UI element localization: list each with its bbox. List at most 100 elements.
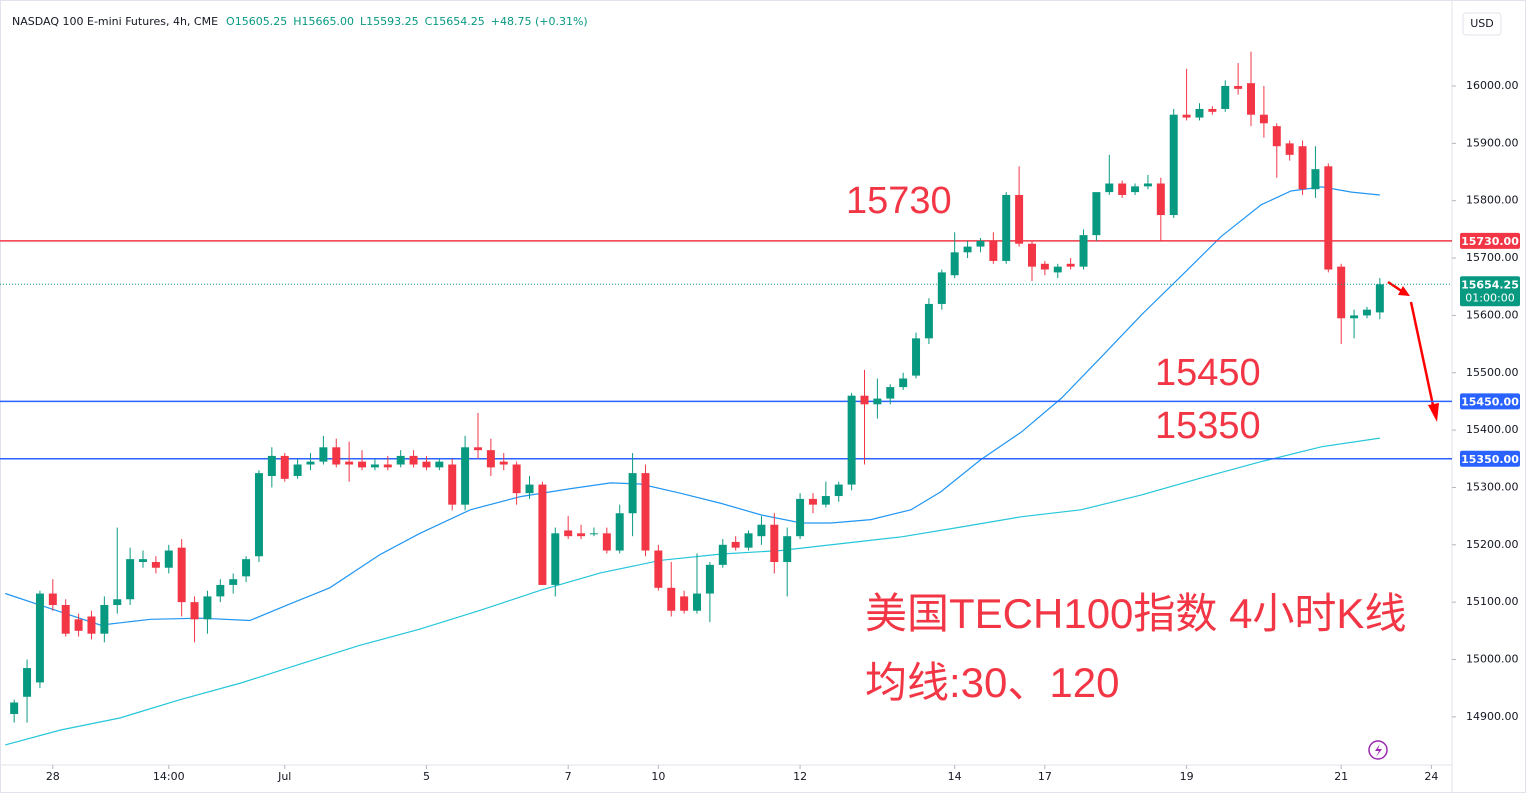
y-tick-label: 15900.00	[1466, 136, 1519, 149]
arrow	[1387, 280, 1439, 422]
y-tick-label: 15000.00	[1466, 652, 1519, 665]
moving-average	[5, 437, 1380, 746]
candle-body	[1027, 243, 1036, 267]
candle-body	[602, 533, 611, 551]
x-tick-label: 12	[793, 770, 807, 783]
candle-body	[461, 447, 470, 505]
x-tick-label: 21	[1334, 770, 1348, 783]
candle-body	[87, 616, 96, 634]
candle-body	[74, 619, 83, 631]
candle-body	[899, 378, 908, 388]
candle-body	[203, 596, 212, 620]
candle-body	[1053, 266, 1062, 273]
level-tag	[1460, 450, 1520, 467]
level-label: 15350.00	[1461, 453, 1519, 466]
countdown: 01:00:00	[1465, 291, 1514, 304]
candle-body	[177, 547, 186, 603]
candle-body	[1350, 315, 1359, 319]
candle-body	[293, 464, 302, 476]
currency: USD	[1470, 17, 1494, 30]
candle-body	[1015, 194, 1024, 244]
candle-body	[705, 564, 714, 594]
moving-average	[5, 186, 1380, 626]
candle-body	[100, 605, 109, 634]
candle-body	[435, 461, 444, 468]
candle-body	[564, 530, 573, 537]
annotation: 15730	[846, 180, 952, 222]
candle-body	[1272, 126, 1281, 147]
candle-body	[628, 473, 637, 514]
candle-body	[1169, 114, 1178, 216]
candle-body	[1324, 166, 1333, 270]
level-label: 15730.00	[1461, 235, 1519, 248]
candle-body	[396, 455, 405, 465]
candle-body	[1195, 108, 1204, 118]
annotation: 15450	[1155, 352, 1261, 394]
y-tick-label: 15300.00	[1466, 480, 1519, 493]
currency-button[interactable]	[1462, 12, 1502, 36]
candle-body	[190, 602, 199, 620]
candle-body	[1002, 194, 1011, 261]
candle-body	[886, 387, 895, 399]
candle-body	[538, 484, 547, 585]
candle-body	[473, 447, 482, 451]
candle-body	[976, 240, 985, 247]
level-label: 15450.00	[1461, 395, 1519, 408]
candle-body	[23, 668, 32, 697]
candle-body	[525, 484, 534, 494]
candle-body	[1182, 114, 1191, 118]
candle-body	[1105, 183, 1114, 193]
x-tick-label: 7	[565, 770, 572, 783]
candle-body	[680, 596, 689, 611]
candle-body	[873, 398, 882, 405]
annotation: 15350	[1155, 405, 1261, 447]
candle-body	[254, 473, 263, 557]
candle-body	[1311, 169, 1320, 190]
candle-body	[280, 455, 289, 479]
candle-body	[693, 593, 702, 611]
candle-body	[912, 338, 921, 376]
last-price-label: 15654.25	[1461, 278, 1519, 291]
candle-body	[1375, 284, 1384, 313]
alert-icon[interactable]	[1368, 740, 1388, 760]
y-tick-label: 14900.00	[1466, 710, 1519, 723]
candle-body	[950, 252, 959, 276]
candle-body	[1079, 235, 1088, 267]
candle-body	[1247, 83, 1256, 115]
candle-body	[860, 395, 869, 405]
candle-body	[808, 498, 817, 505]
candle-body	[229, 579, 238, 585]
candle-body	[641, 473, 650, 551]
candle-body	[164, 550, 173, 568]
candle-body	[654, 550, 663, 588]
candle-body	[422, 461, 431, 468]
candle-body	[615, 513, 624, 551]
candle-body	[1118, 183, 1127, 195]
candle-body	[551, 533, 560, 585]
last-price-tag	[1460, 276, 1520, 307]
x-tick-label: 17	[1038, 770, 1052, 783]
candle-body	[448, 464, 457, 505]
x-tick-label: 10	[651, 770, 665, 783]
candle-body	[319, 447, 328, 462]
ohlc-value: +48.75 (+0.31%)	[491, 15, 588, 28]
y-tick-label: 15100.00	[1466, 595, 1519, 608]
candle-body	[577, 533, 586, 537]
candle-body	[757, 524, 766, 537]
candle-body	[744, 533, 753, 548]
candle-body	[1131, 186, 1140, 193]
ohlc-value: L15593.25	[360, 15, 419, 28]
candle-body	[796, 498, 805, 537]
candle-body	[731, 541, 740, 548]
candle-body	[1092, 192, 1101, 236]
candle-body	[924, 303, 933, 339]
candle-body	[383, 464, 392, 468]
candle-body	[370, 464, 379, 468]
candle-body	[151, 561, 160, 568]
candle-body	[1362, 309, 1371, 316]
annotation: 均线:30、120	[865, 659, 1119, 706]
x-tick-label: 28	[46, 770, 60, 783]
